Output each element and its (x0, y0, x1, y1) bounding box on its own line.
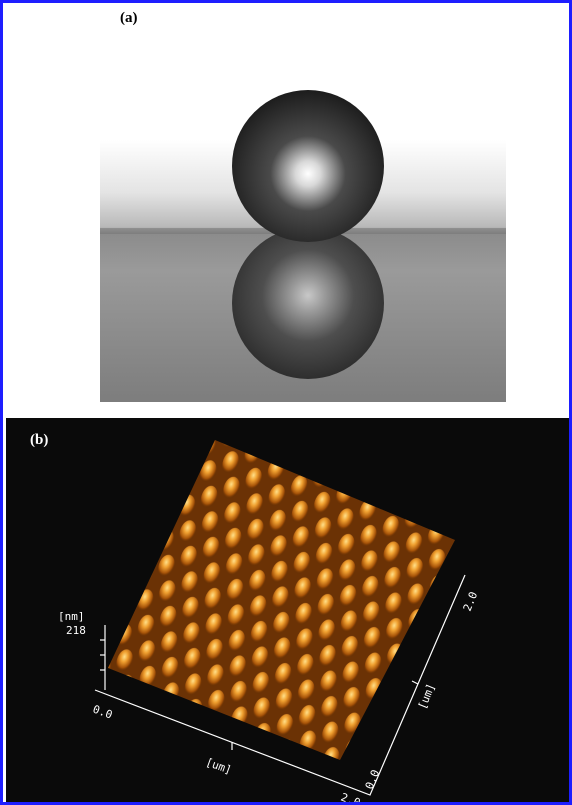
z-axis-max: 218 (66, 624, 86, 637)
droplet (232, 90, 384, 242)
panel-label: (a) (120, 10, 138, 26)
x-axis-start: 0.0 (91, 703, 114, 722)
afm-axes (94, 574, 466, 796)
z-axis-unit: [nm] (58, 610, 85, 623)
panel-label: (b) (30, 432, 48, 448)
droplet-reflection (232, 227, 384, 379)
